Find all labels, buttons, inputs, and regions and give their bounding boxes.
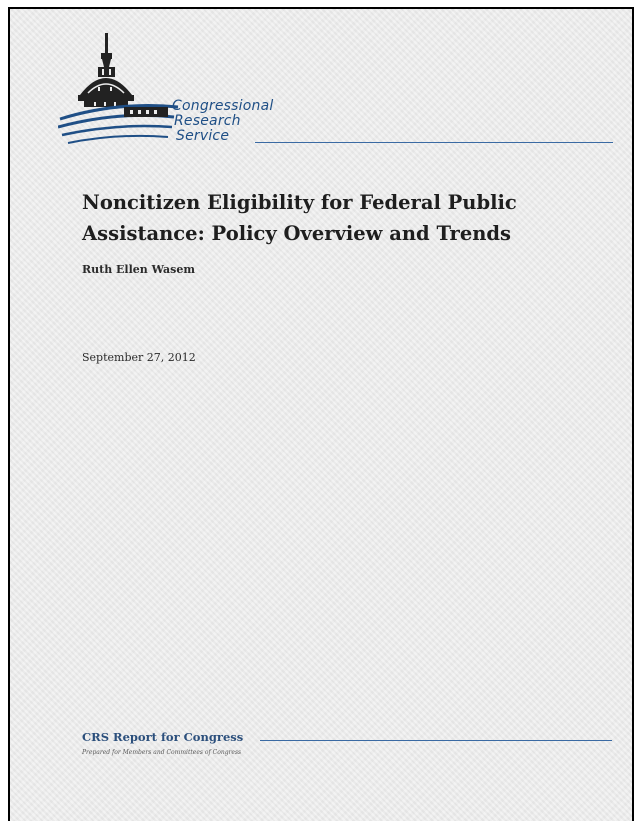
footer-rule (260, 740, 612, 742)
prepared-for-note: Prepared for Members and Committees of C… (82, 749, 242, 756)
header-rule (255, 142, 613, 144)
publication-date: September 27, 2012 (82, 351, 196, 364)
publisher-line-2: Research (174, 113, 241, 129)
publisher-line-1: Congressional (172, 98, 274, 114)
report-label: CRS Report for Congress (82, 730, 244, 744)
author-name: Ruth Ellen Wasem (82, 263, 195, 276)
publisher-name: Congressional Research Service (172, 99, 273, 144)
paper-texture (10, 9, 632, 821)
document-page: Congressional Research Service Noncitize… (8, 7, 634, 821)
capitol-dome-icon (58, 33, 179, 144)
document-title: Noncitizen Eligibility for Federal Publi… (82, 191, 517, 245)
publisher-line-3: Service (176, 128, 230, 144)
